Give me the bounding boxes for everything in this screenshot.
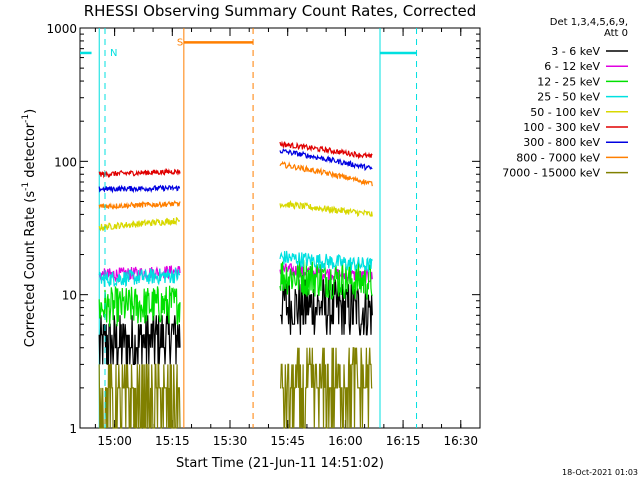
x-tick-label: 16:15	[386, 434, 421, 448]
series-line	[279, 140, 373, 160]
x-tick-label: 15:00	[97, 434, 132, 448]
timestamp: 18-Oct-2021 01:03	[562, 468, 638, 477]
annotations: NS	[80, 28, 418, 428]
legend-label: 25 - 50 keV	[537, 91, 600, 104]
series-line	[98, 307, 181, 365]
series-line	[98, 216, 180, 232]
series-line	[98, 266, 181, 288]
legend: Det 1,3,4,5,6,9,Att 0 3 - 6 keV 6 - 12 keV…	[502, 17, 628, 180]
series-line	[98, 167, 181, 179]
series-line	[280, 275, 373, 336]
series-line	[98, 285, 181, 327]
series-line	[279, 148, 373, 172]
legend-label: 100 - 300 keV	[523, 121, 600, 134]
legend-header: Det 1,3,4,5,6,9,	[550, 17, 628, 28]
legend-label: 50 - 100 keV	[530, 106, 600, 119]
legend-label: 12 - 25 keV	[537, 75, 600, 88]
y-axis-label: Corrected Count Rate (s-1 detector-1)	[21, 109, 38, 347]
x-tick-label: 16:00	[328, 434, 363, 448]
series-line	[279, 200, 373, 218]
legend-label: 7000 - 15000 keV	[502, 167, 600, 180]
x-tick-label: 16:30	[443, 434, 478, 448]
series-line	[279, 160, 373, 187]
legend-label: 6 - 12 keV	[544, 60, 600, 73]
y-tick-label: 1	[69, 422, 77, 436]
annotation-label: S	[177, 37, 183, 48]
y-tick-label: 100	[54, 155, 77, 169]
series-line	[279, 259, 373, 300]
legend-header: Att 0	[604, 28, 628, 39]
chart-title: RHESSI Observing Summary Count Rates, Co…	[84, 2, 477, 20]
plot-frame	[79, 27, 481, 429]
x-tick-label: 15:15	[155, 434, 190, 448]
y-tick-label: 1000	[46, 22, 77, 36]
x-axis-label: Start Time (21-Jun-11 14:51:02)	[176, 456, 384, 471]
x-tick-label: 15:45	[270, 434, 305, 448]
axis-ticks: 15:00 15:15 15:30 15:45 16:00 16:15 16:30 1 10 10…	[46, 22, 481, 448]
series-line	[98, 200, 181, 210]
series-line	[279, 250, 373, 273]
legend-label: 300 - 800 keV	[523, 136, 600, 149]
legend-label: 800 - 7000 keV	[516, 151, 600, 164]
annotation-label: N	[110, 48, 117, 59]
series-line	[280, 347, 373, 429]
legend-label: 3 - 6 keV	[551, 45, 600, 58]
x-tick-label: 15:30	[213, 434, 248, 448]
y-tick-label: 10	[62, 289, 77, 303]
series-line	[98, 184, 180, 194]
series-layer	[98, 140, 373, 429]
series-line	[98, 363, 181, 429]
